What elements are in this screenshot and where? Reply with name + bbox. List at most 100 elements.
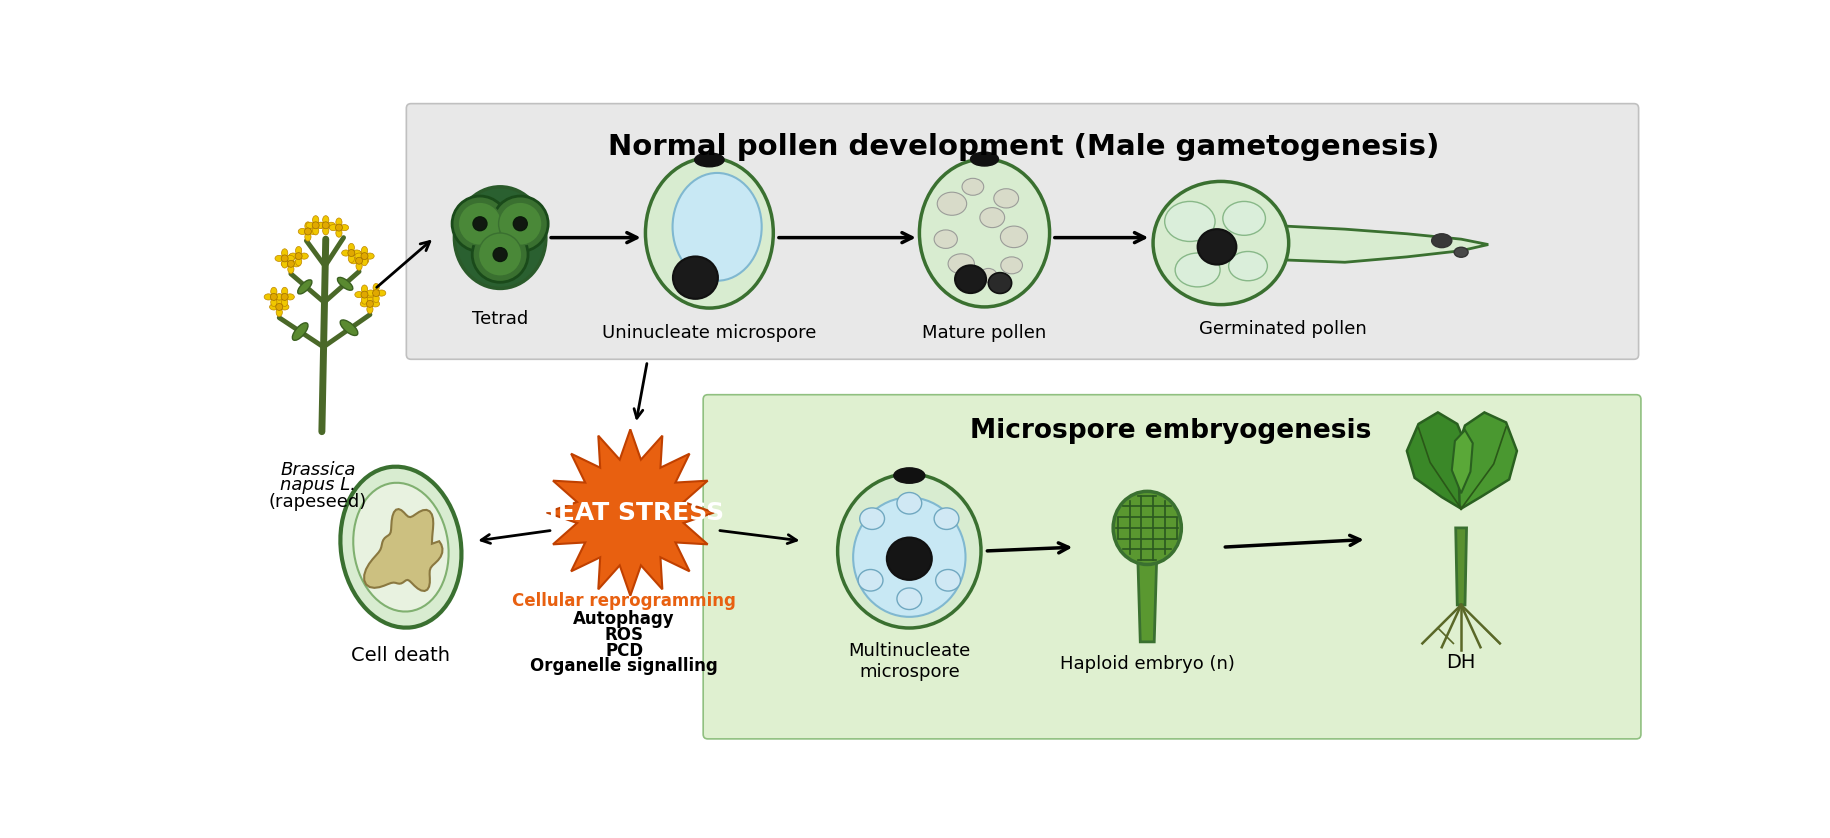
Ellipse shape — [340, 320, 357, 335]
Polygon shape — [1451, 430, 1471, 494]
Polygon shape — [1283, 226, 1488, 262]
Circle shape — [276, 303, 282, 310]
Ellipse shape — [304, 222, 311, 230]
Ellipse shape — [291, 261, 300, 266]
Circle shape — [361, 291, 368, 298]
Ellipse shape — [948, 254, 974, 274]
Ellipse shape — [340, 225, 348, 230]
Ellipse shape — [373, 294, 379, 303]
Text: Multinucleate
microspore: Multinucleate microspore — [847, 642, 970, 680]
Ellipse shape — [1228, 251, 1266, 281]
Ellipse shape — [646, 158, 772, 308]
Ellipse shape — [858, 570, 882, 591]
Ellipse shape — [694, 153, 723, 167]
Text: Autophagy: Autophagy — [573, 610, 675, 628]
Ellipse shape — [999, 226, 1027, 248]
Ellipse shape — [893, 468, 924, 484]
Ellipse shape — [337, 277, 353, 290]
Ellipse shape — [304, 233, 311, 241]
Ellipse shape — [276, 297, 282, 306]
Ellipse shape — [672, 173, 761, 281]
Ellipse shape — [293, 323, 307, 340]
Circle shape — [492, 248, 507, 261]
Text: Cell death: Cell death — [351, 646, 450, 665]
Ellipse shape — [361, 257, 368, 264]
Ellipse shape — [366, 253, 373, 259]
Ellipse shape — [282, 260, 287, 268]
Ellipse shape — [282, 261, 289, 266]
Ellipse shape — [361, 285, 368, 293]
Circle shape — [295, 252, 302, 260]
Text: napus L.: napus L. — [280, 476, 355, 494]
Text: Tetrad: Tetrad — [472, 310, 529, 328]
Ellipse shape — [300, 253, 307, 259]
Circle shape — [472, 227, 527, 282]
Ellipse shape — [317, 222, 324, 229]
Circle shape — [452, 196, 507, 251]
Ellipse shape — [285, 256, 295, 261]
Ellipse shape — [937, 192, 966, 215]
Ellipse shape — [309, 229, 317, 235]
Ellipse shape — [355, 261, 362, 271]
Text: HEAT STRESS: HEAT STRESS — [536, 500, 723, 525]
Ellipse shape — [836, 474, 981, 628]
Ellipse shape — [1453, 247, 1468, 257]
Ellipse shape — [274, 256, 284, 261]
FancyBboxPatch shape — [703, 395, 1640, 739]
Ellipse shape — [377, 290, 386, 296]
Circle shape — [348, 250, 355, 256]
Text: Mature pollen: Mature pollen — [922, 323, 1047, 342]
Ellipse shape — [1197, 229, 1235, 265]
Circle shape — [355, 257, 362, 264]
Circle shape — [361, 252, 368, 260]
Polygon shape — [1136, 562, 1157, 642]
Polygon shape — [364, 509, 443, 591]
Circle shape — [335, 224, 342, 231]
Text: Microspore embryogenesis: Microspore embryogenesis — [970, 418, 1371, 444]
Ellipse shape — [366, 292, 373, 297]
Ellipse shape — [935, 570, 961, 591]
Ellipse shape — [322, 215, 329, 224]
Ellipse shape — [282, 298, 287, 307]
Circle shape — [282, 255, 287, 262]
Ellipse shape — [1431, 234, 1451, 248]
Ellipse shape — [328, 222, 335, 229]
Ellipse shape — [269, 304, 278, 310]
Ellipse shape — [271, 298, 276, 307]
Circle shape — [322, 222, 329, 229]
Circle shape — [512, 217, 527, 230]
Ellipse shape — [961, 178, 983, 195]
Ellipse shape — [1175, 253, 1219, 287]
Ellipse shape — [274, 294, 284, 300]
Ellipse shape — [355, 253, 362, 259]
Ellipse shape — [280, 304, 289, 310]
Ellipse shape — [886, 537, 931, 580]
Ellipse shape — [348, 254, 355, 262]
Ellipse shape — [353, 483, 448, 612]
Circle shape — [478, 233, 522, 276]
Ellipse shape — [897, 493, 920, 514]
Ellipse shape — [1164, 201, 1215, 241]
Ellipse shape — [673, 256, 717, 299]
Text: Germinated pollen: Germinated pollen — [1199, 320, 1365, 338]
Ellipse shape — [317, 222, 326, 229]
Ellipse shape — [329, 225, 337, 230]
Text: (rapeseed): (rapeseed) — [269, 494, 368, 511]
Circle shape — [304, 228, 311, 235]
Polygon shape — [1457, 412, 1515, 509]
Text: Uninucleate microspore: Uninucleate microspore — [602, 323, 816, 342]
Ellipse shape — [335, 229, 342, 237]
Ellipse shape — [371, 301, 379, 307]
Ellipse shape — [350, 257, 357, 264]
Text: ROS: ROS — [604, 627, 644, 644]
Ellipse shape — [282, 249, 287, 257]
Circle shape — [373, 290, 379, 297]
Ellipse shape — [1001, 257, 1021, 274]
Ellipse shape — [1113, 491, 1180, 565]
Circle shape — [271, 293, 276, 300]
Ellipse shape — [933, 230, 957, 248]
Ellipse shape — [289, 253, 296, 259]
Ellipse shape — [298, 280, 311, 294]
Ellipse shape — [335, 218, 342, 226]
Circle shape — [472, 217, 487, 230]
